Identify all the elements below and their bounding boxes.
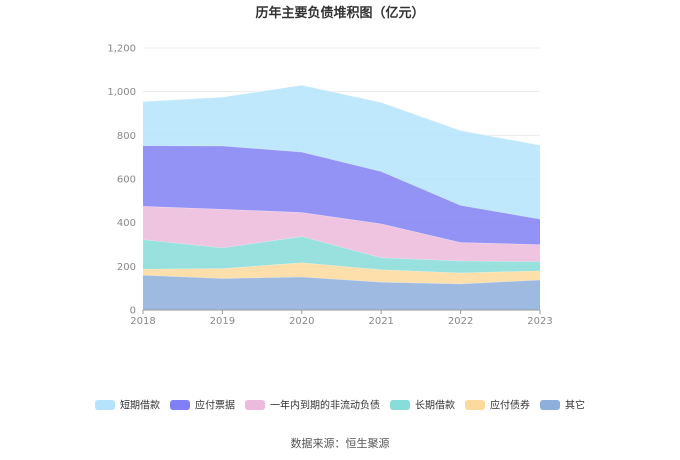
y-tick-label: 200	[117, 262, 136, 273]
chart-title: 历年主要负债堆积图（亿元）	[255, 5, 424, 21]
legend-label: 短期借款	[120, 399, 160, 412]
area-series-5	[143, 85, 540, 219]
area-series-4	[143, 145, 540, 245]
legend-swatch	[465, 400, 485, 410]
legend-swatch	[95, 400, 115, 410]
y-tick-label: 400	[117, 218, 136, 229]
area-series-1	[143, 262, 540, 284]
legend-item[interactable]: 应付债券	[465, 399, 530, 412]
legend-item[interactable]: 长期借款	[390, 399, 455, 412]
legend-swatch	[540, 400, 560, 410]
x-tick-label: 2020	[289, 316, 314, 327]
legend-item[interactable]: 其它	[540, 399, 585, 412]
legend-label: 其它	[565, 399, 585, 412]
axes: 0 200 400 600 800 1,000 1,200 2018 2019 2020 2021 2…	[107, 44, 552, 328]
legend: 短期借款 应付票据 一年内到期的非流动负债 长期借款 应付债券 其它	[95, 399, 585, 412]
legend-label: 应付债券	[490, 399, 530, 412]
y-tick-label: 1,200	[107, 44, 136, 55]
legend-swatch	[245, 400, 265, 410]
x-tick-label: 2023	[527, 316, 552, 327]
legend-label: 长期借款	[415, 399, 455, 412]
area-series-0	[143, 275, 540, 310]
y-tick-label: 0	[130, 306, 136, 317]
legend-label: 应付票据	[195, 399, 235, 412]
x-tick-label: 2022	[448, 316, 473, 327]
data-source-note: 数据来源：恒生聚源	[291, 436, 390, 450]
x-tick-label: 2019	[210, 316, 235, 327]
y-tick-label: 1,000	[107, 87, 136, 98]
legend-swatch	[390, 400, 410, 410]
area-series-3	[143, 206, 540, 262]
y-tick-label: 600	[117, 175, 136, 186]
plot-areas	[142, 84, 541, 310]
legend-item[interactable]: 短期借款	[95, 399, 160, 412]
legend-label: 一年内到期的非流动负债	[270, 399, 380, 412]
area-series-2	[143, 236, 540, 273]
legend-swatch	[170, 400, 190, 410]
y-tick-label: 800	[117, 131, 136, 142]
legend-item[interactable]: 应付票据	[170, 399, 235, 412]
x-tick-label: 2018	[130, 316, 155, 327]
area-series-edge	[142, 84, 541, 146]
legend-item[interactable]: 一年内到期的非流动负债	[245, 399, 380, 412]
x-tick-label: 2021	[368, 316, 393, 327]
